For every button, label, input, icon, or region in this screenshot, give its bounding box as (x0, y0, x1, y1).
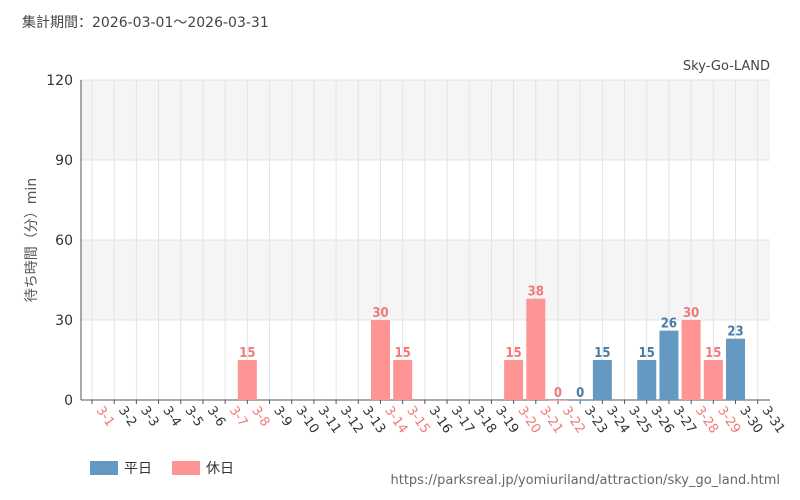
data-label: 15 (594, 346, 610, 361)
data-label: 15 (639, 346, 655, 361)
x-tick-label: 3-29 (714, 404, 743, 437)
x-tick-label: 3-7 (226, 404, 250, 430)
legend-holiday-label: 休日 (206, 461, 234, 477)
legend: 平日 休日 (90, 458, 254, 478)
y-tick-label: 30 (55, 313, 73, 329)
data-label: 15 (505, 346, 521, 361)
attraction-name: Sky-Go-LAND (682, 59, 770, 74)
y-tick-label: 120 (46, 73, 73, 89)
x-tick-label: 3-20 (514, 404, 543, 437)
plot-band (81, 80, 770, 160)
data-label: 15 (705, 346, 721, 361)
x-tick-label: 3-24 (603, 404, 632, 437)
data-label: 0 (554, 386, 562, 401)
period-label: 集計期間：2026-03-01〜2026-03-31 (22, 15, 269, 31)
y-axis-label: 待ち時間（分）min (24, 178, 40, 302)
legend-holiday-swatch (172, 461, 200, 475)
x-tick-label: 3-5 (181, 404, 205, 430)
x-tick-label: 3-28 (692, 404, 721, 437)
data-label: 0 (576, 386, 584, 401)
x-tick-label: 3-8 (248, 404, 272, 430)
x-tick-label: 3-21 (537, 404, 566, 437)
x-tick-label: 3-31 (758, 404, 787, 437)
x-tick-label: 3-13 (359, 404, 388, 437)
bar (370, 320, 390, 400)
data-label: 30 (372, 306, 388, 321)
x-tick-label: 3-26 (647, 404, 676, 437)
data-label: 38 (528, 285, 544, 300)
x-tick-label: 3-9 (270, 404, 294, 430)
data-label: 30 (683, 306, 699, 321)
plot-band (81, 240, 770, 320)
y-tick-label: 0 (64, 393, 73, 409)
data-label: 23 (727, 325, 743, 340)
bar (681, 320, 701, 400)
x-tick-label: 3-12 (337, 404, 366, 437)
bar (726, 338, 746, 400)
bar (570, 400, 590, 401)
x-tick-label: 3-3 (137, 404, 161, 430)
x-tick-label: 3-18 (470, 404, 499, 437)
legend-weekday: 平日 (90, 458, 152, 478)
bar (504, 360, 524, 400)
bar (659, 330, 679, 400)
legend-holiday: 休日 (172, 458, 234, 478)
legend-weekday-label: 平日 (124, 461, 152, 477)
y-tick-label: 60 (55, 233, 73, 249)
x-tick-label: 3-30 (736, 404, 765, 437)
x-tick-label: 3-11 (315, 404, 344, 437)
source-url[interactable]: https://parksreal.jp/yomiuriland/attract… (390, 473, 781, 488)
x-tick-label: 3-14 (381, 404, 410, 437)
legend-weekday-swatch (90, 461, 118, 475)
bar (592, 360, 612, 400)
x-tick-label: 3-27 (670, 404, 699, 437)
bar (237, 360, 257, 400)
x-tick-label: 3-1 (93, 404, 117, 430)
x-tick-label: 3-22 (559, 404, 588, 437)
x-tick-label: 3-23 (581, 404, 610, 437)
x-tick-label: 3-6 (204, 404, 228, 430)
x-tick-label: 3-25 (625, 404, 654, 437)
bar (526, 298, 546, 400)
bar (548, 400, 568, 401)
bar (393, 360, 413, 400)
plot-band (81, 160, 770, 240)
x-tick-label: 3-19 (492, 404, 521, 437)
x-tick-label: 3-2 (115, 404, 139, 430)
data-label: 26 (661, 317, 677, 332)
x-tick-label: 3-10 (292, 404, 321, 437)
x-tick-label: 3-15 (403, 404, 432, 437)
x-tick-label: 3-4 (159, 404, 183, 430)
x-tick-label: 3-17 (448, 404, 477, 437)
bar (703, 360, 723, 400)
data-label: 15 (395, 346, 411, 361)
data-label: 15 (239, 346, 255, 361)
bar (637, 360, 657, 400)
y-tick-label: 90 (55, 153, 73, 169)
x-tick-label: 3-16 (426, 404, 455, 437)
